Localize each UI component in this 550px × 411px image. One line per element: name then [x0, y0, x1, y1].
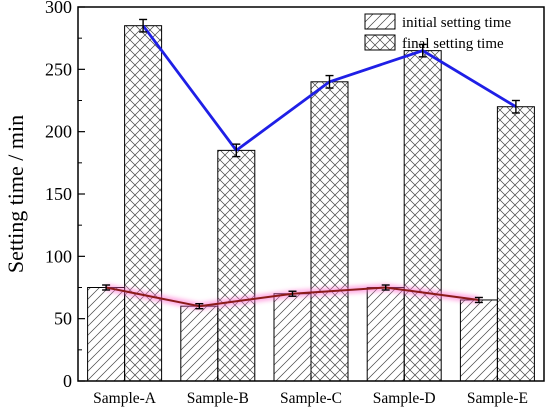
bar-initial [273, 293, 312, 382]
bar-initial [180, 305, 219, 382]
bar-initial [459, 299, 498, 382]
y-axis-label: Setting time / min [3, 115, 28, 273]
bar-final [310, 81, 349, 382]
x-tick-label: Sample-B [187, 390, 249, 407]
x-tick-label: Sample-A [93, 390, 157, 407]
legend-label: final setting time [402, 36, 504, 52]
error-bars-layer [102, 18, 520, 310]
legend-swatch [364, 34, 396, 51]
bar-final [403, 50, 442, 382]
y-tick-label: 300 [45, 0, 72, 17]
error-bar [232, 143, 241, 158]
x-tick-label: Sample-D [373, 390, 436, 407]
y-tick-label: 200 [45, 122, 72, 142]
y-tick-label: 100 [45, 246, 72, 266]
y-tick-label: 0 [63, 371, 72, 391]
error-bar [381, 284, 390, 291]
error-bar [102, 284, 111, 291]
error-bar [325, 74, 334, 89]
error-bar [418, 43, 427, 58]
bar-initial [87, 287, 126, 382]
error-bar [511, 99, 520, 114]
bar-initial [366, 287, 405, 382]
error-bar [288, 290, 297, 297]
legend: initial setting time final setting time [364, 13, 511, 52]
error-bar [139, 18, 148, 33]
y-axis: 0 50 100 150 200 250 300 [45, 0, 85, 391]
bar-final [496, 106, 535, 382]
error-bar [474, 296, 483, 304]
y-tick-label: 150 [45, 184, 72, 204]
bar-final [217, 149, 256, 382]
y-tick-label: 250 [45, 59, 72, 79]
x-axis: Sample-A Sample-B Sample-C Sample-D Sample-E [93, 375, 528, 407]
bars-layer [87, 25, 535, 382]
y-tick-label: 50 [54, 309, 72, 329]
x-tick-label: Sample-E [467, 390, 528, 407]
legend-swatch [364, 13, 396, 30]
legend-label: initial setting time [402, 15, 511, 31]
error-bar [195, 303, 204, 310]
bar-final [124, 25, 163, 382]
x-tick-label: Sample-C [280, 390, 342, 407]
